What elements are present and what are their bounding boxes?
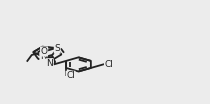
Text: N: N <box>40 52 47 61</box>
Text: O: O <box>41 47 47 56</box>
Text: Cl: Cl <box>66 71 75 80</box>
Text: S: S <box>54 44 60 53</box>
Text: Cl: Cl <box>105 60 113 69</box>
Text: N: N <box>46 59 53 68</box>
